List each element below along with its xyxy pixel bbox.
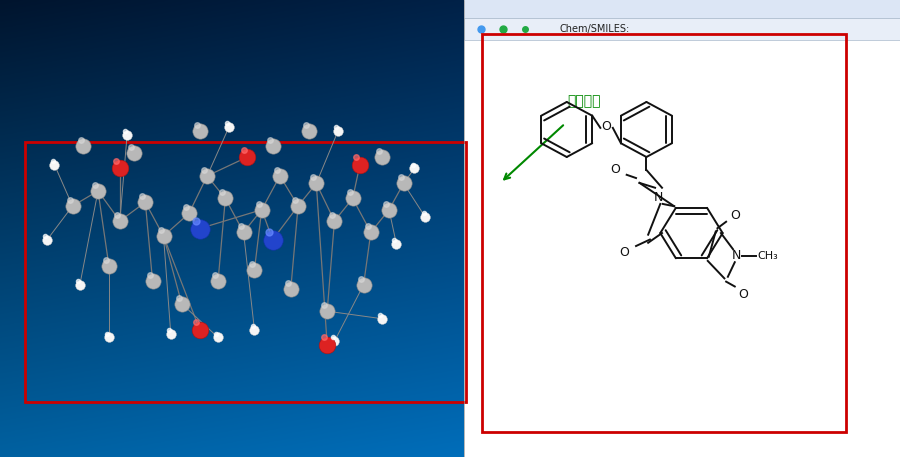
Bar: [464, 0, 900, 18]
Text: O: O: [730, 209, 740, 222]
Bar: [25, 142, 466, 402]
Text: O: O: [610, 164, 620, 176]
Text: Chem/SMILES:: Chem/SMILES:: [560, 24, 630, 34]
Text: N: N: [654, 191, 663, 204]
Text: O: O: [739, 288, 749, 301]
Text: N: N: [732, 249, 742, 262]
Text: O: O: [601, 120, 611, 133]
Bar: [482, 34, 846, 432]
Text: 聚酰亚胺: 聚酰亚胺: [567, 94, 600, 108]
Text: CH₃: CH₃: [757, 251, 778, 261]
Text: O: O: [619, 246, 629, 259]
Bar: [464, 18, 900, 40]
